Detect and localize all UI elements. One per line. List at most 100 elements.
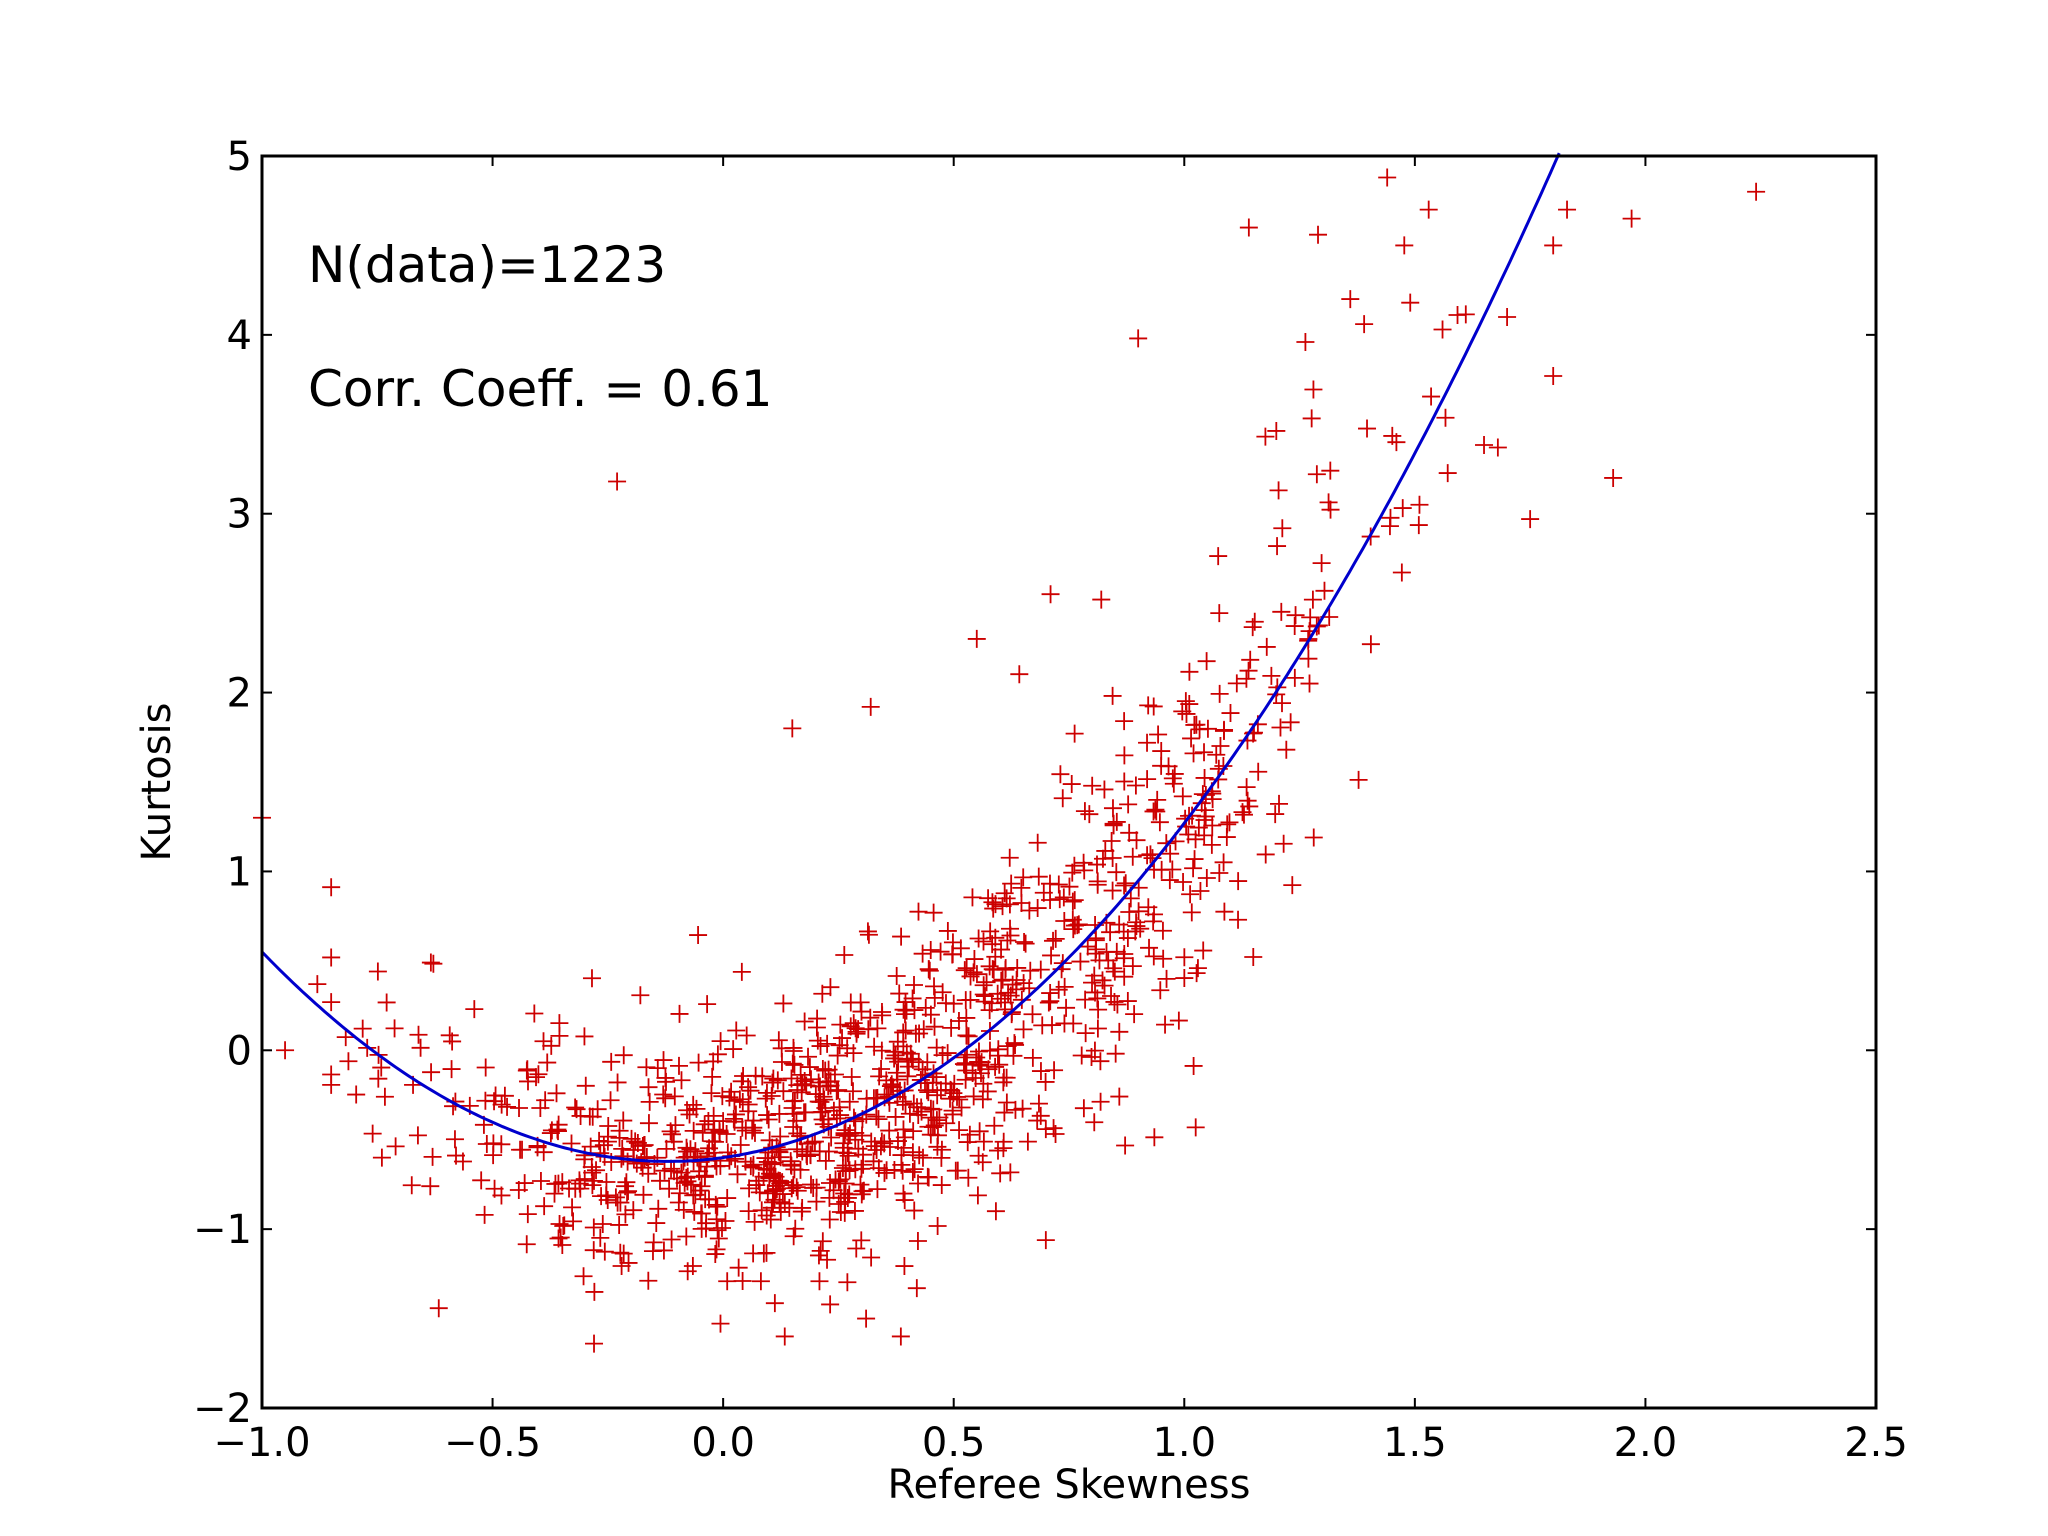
- data-point: [960, 1125, 979, 1144]
- data-point: [959, 1168, 978, 1187]
- data-point: [429, 1299, 448, 1318]
- data-point: [821, 1072, 840, 1091]
- data-point: [752, 1201, 771, 1220]
- data-point: [980, 1041, 999, 1060]
- data-point: [1184, 859, 1203, 878]
- data-point: [1184, 744, 1203, 763]
- data-point: [1107, 942, 1126, 961]
- data-point: [784, 1104, 803, 1123]
- data-point: [957, 1008, 976, 1027]
- data-point: [1169, 1011, 1188, 1030]
- data-point: [718, 1272, 737, 1291]
- data-point: [1055, 1014, 1074, 1033]
- data-point: [1395, 236, 1414, 255]
- data-point: [616, 1205, 635, 1224]
- data-point: [447, 1146, 466, 1165]
- data-point: [813, 1232, 832, 1251]
- data-point: [741, 1157, 760, 1176]
- data-point: [849, 1139, 868, 1158]
- data-point: [654, 1085, 673, 1104]
- data-point: [706, 1245, 725, 1264]
- data-point: [759, 1110, 778, 1129]
- data-point: [529, 1065, 548, 1084]
- data-point: [1063, 892, 1082, 911]
- data-point: [820, 1210, 839, 1229]
- data-point: [545, 1184, 564, 1203]
- data-point: [1173, 702, 1192, 721]
- data-point: [408, 1126, 427, 1145]
- data-point: [1036, 1072, 1055, 1091]
- data-point: [967, 1048, 986, 1067]
- data-point: [525, 1004, 544, 1023]
- data-point: [717, 1124, 736, 1143]
- data-point: [965, 950, 984, 969]
- data-point: [733, 1092, 752, 1111]
- data-point: [894, 1023, 913, 1042]
- data-point: [1116, 1136, 1135, 1155]
- data-point: [944, 994, 963, 1013]
- data-point: [1029, 1094, 1048, 1113]
- x-axis-ticks: −1.0 −0.5 0.0 0.5 1.0 1.5 2.0 2.5: [213, 156, 1908, 1466]
- data-point: [1227, 674, 1246, 693]
- data-point: [969, 929, 988, 948]
- data-point: [708, 1197, 727, 1216]
- data-point: [1095, 976, 1114, 995]
- data-point: [957, 959, 976, 978]
- data-point: [887, 967, 906, 986]
- data-point: [840, 1124, 859, 1143]
- data-point: [1088, 1019, 1107, 1038]
- data-point: [1210, 864, 1229, 883]
- data-point: [1299, 649, 1318, 668]
- data-point: [1125, 1005, 1144, 1024]
- data-point: [1065, 891, 1084, 910]
- data-point: [1241, 650, 1260, 669]
- data-point: [827, 1082, 846, 1101]
- data-point: [830, 1036, 849, 1055]
- data-point: [1115, 746, 1134, 765]
- data-point: [1315, 581, 1334, 600]
- data-point: [708, 1221, 727, 1240]
- data-point: [867, 1140, 886, 1159]
- data-point: [775, 1194, 794, 1213]
- data-point: [1105, 962, 1124, 981]
- data-point: [997, 1093, 1016, 1112]
- data-point: [831, 1170, 850, 1189]
- data-point: [564, 1212, 583, 1231]
- data-point: [1115, 876, 1134, 895]
- data-point: [674, 1200, 693, 1219]
- data-point: [475, 1205, 494, 1224]
- data-point: [602, 1052, 621, 1071]
- data-point: [1153, 921, 1172, 940]
- data-point: [1145, 1128, 1164, 1147]
- data-point: [588, 1100, 607, 1119]
- data-point: [697, 1214, 716, 1233]
- data-point: [1191, 882, 1210, 901]
- fit-curve: [260, 152, 1561, 1163]
- data-point: [662, 1230, 681, 1249]
- data-point: [919, 1168, 938, 1187]
- data-point: [1144, 802, 1163, 821]
- data-point: [896, 1021, 915, 1040]
- data-point: [377, 993, 396, 1012]
- data-point: [707, 1240, 726, 1259]
- data-point: [816, 1099, 835, 1118]
- data-point: [1604, 468, 1623, 487]
- data-point: [1262, 666, 1281, 685]
- data-point: [1028, 899, 1047, 918]
- data-point: [764, 1181, 783, 1200]
- data-point: [948, 1161, 967, 1180]
- data-point: [651, 1171, 670, 1190]
- data-point: [758, 1106, 777, 1125]
- data-point: [1186, 1118, 1205, 1137]
- data-point: [909, 902, 928, 921]
- data-point: [765, 1153, 784, 1172]
- data-point: [1004, 1046, 1023, 1065]
- data-point: [1393, 499, 1412, 518]
- data-point: [1003, 975, 1022, 994]
- data-point: [657, 1139, 676, 1158]
- data-point: [465, 1000, 484, 1019]
- data-point: [816, 1151, 835, 1170]
- data-point: [1146, 800, 1165, 819]
- y-tick-label: 3: [227, 492, 252, 538]
- data-point: [1217, 828, 1236, 847]
